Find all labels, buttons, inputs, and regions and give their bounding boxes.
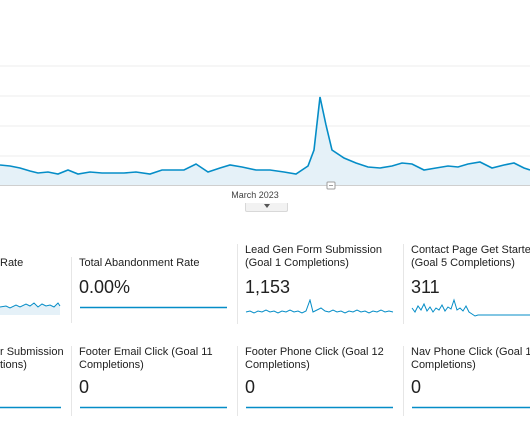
metric-tile-rate[interactable]: Rate [0,257,70,319]
metric-title: Lead Gen Form Submission (Goal 1 Complet… [245,244,382,269]
metric-tile-footer-email-click[interactable]: Footer Email Click (Goal 11 Completions)… [79,346,229,412]
tile-divider [403,346,404,416]
sparkline [246,406,393,409]
metric-value: 0 [411,377,422,397]
metric-title: Footer Phone Click (Goal 12 Completions) [245,346,384,371]
metric-title: Footer Email Click (Goal 11 Completions) [79,346,213,371]
overview-chart: March 2023 [0,0,530,215]
x-axis-date-label: March 2023 [231,190,279,200]
sparkline [245,299,394,314]
sparkline [0,302,61,315]
metric-value: 0 [79,377,90,397]
overview-line [0,96,530,175]
metric-value: 0.00% [79,277,131,297]
metric-tile-nav-phone-click[interactable]: Nav Phone Click (Goal 1 Completions) 0 [411,346,530,412]
metric-title: Rate [0,257,24,269]
overview-area-fill [0,97,530,185]
sparkline [80,306,227,309]
sparkline [80,406,227,409]
overview-chart-svg [0,65,530,190]
metric-value: 0 [245,377,256,397]
tile-divider [237,346,238,416]
chevron-down-icon [264,204,270,208]
tile-divider [403,244,404,324]
collapse-chart-handle[interactable] [245,203,288,212]
metric-tile-contact-page-get-started[interactable]: Contact Page Get Starte (Goal 5 Completi… [411,244,530,322]
metric-value: 1,153 [245,277,291,297]
sparkline [0,406,61,409]
tile-divider [237,244,238,324]
metric-tile-total-abandonment-rate[interactable]: Total Abandonment Rate 0.00% [79,257,229,319]
metric-tile-lead-gen-form-submission[interactable]: Lead Gen Form Submission (Goal 1 Complet… [245,244,397,322]
metric-tile-footer-phone-click[interactable]: Footer Phone Click (Goal 12 Completions)… [245,346,397,412]
annotation-marker[interactable] [326,181,336,190]
sparkline [412,406,530,409]
metric-tile-footer-submission[interactable]: r Submission tions) [0,346,70,412]
metric-title: Contact Page Get Starte (Goal 5 Completi… [411,244,530,269]
tile-divider [71,257,72,323]
metric-title: Nav Phone Click (Goal 1 Completions) [411,346,530,371]
metric-value: 311 [411,277,440,297]
tile-divider [71,346,72,416]
sparkline [411,298,530,317]
metric-title: r Submission tions) [0,346,64,371]
metric-title: Total Abandonment Rate [79,257,200,269]
